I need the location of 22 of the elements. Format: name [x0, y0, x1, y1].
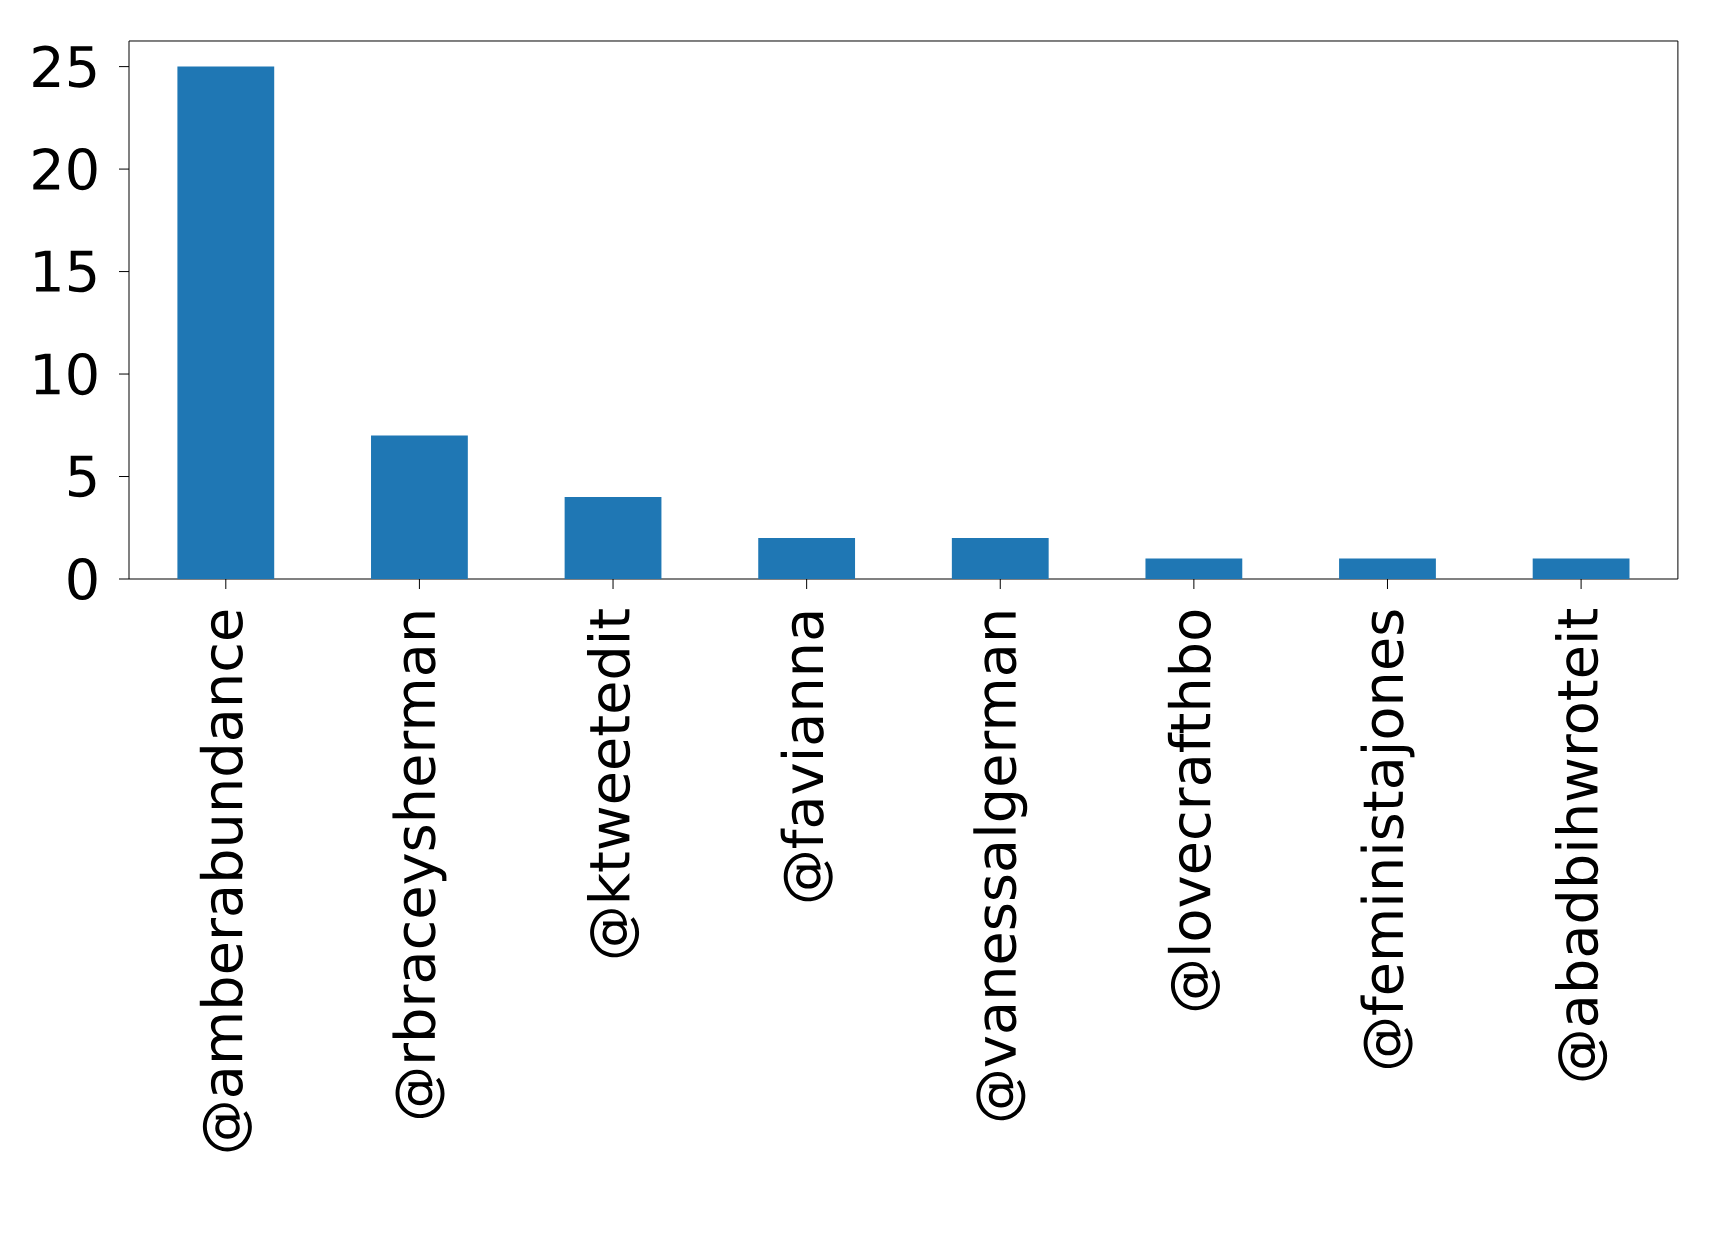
x-tick-label: @amberabundance — [199, 610, 252, 1152]
x-tick-label: @rbraceysherman — [392, 612, 447, 1119]
x-tick-label: @feministajones — [1360, 610, 1415, 1069]
x-tick-label: @vanessalgerman — [973, 612, 1028, 1121]
x-tick-label: @favianna — [780, 612, 833, 902]
bar — [564, 497, 662, 579]
x-tick-label: @abadbihwroteit — [1555, 608, 1608, 1081]
bar — [951, 538, 1049, 579]
y-tick-label: 25 — [33, 45, 96, 88]
bar — [1532, 558, 1630, 579]
y-tick-label: 10 — [35, 352, 97, 396]
bar — [758, 538, 856, 579]
bar — [1145, 558, 1243, 579]
x-tick-label: @ktweetedit — [586, 609, 640, 958]
y-tick-label: 5 — [69, 455, 96, 498]
bar — [371, 435, 468, 579]
x-tick-label: @lovecrafthbo — [1167, 610, 1220, 1011]
y-tick-label: 20 — [33, 147, 97, 191]
bar — [177, 66, 275, 579]
y-tick-label: 0 — [68, 557, 97, 601]
bar — [1339, 558, 1436, 579]
y-tick-label: 15 — [35, 250, 96, 293]
